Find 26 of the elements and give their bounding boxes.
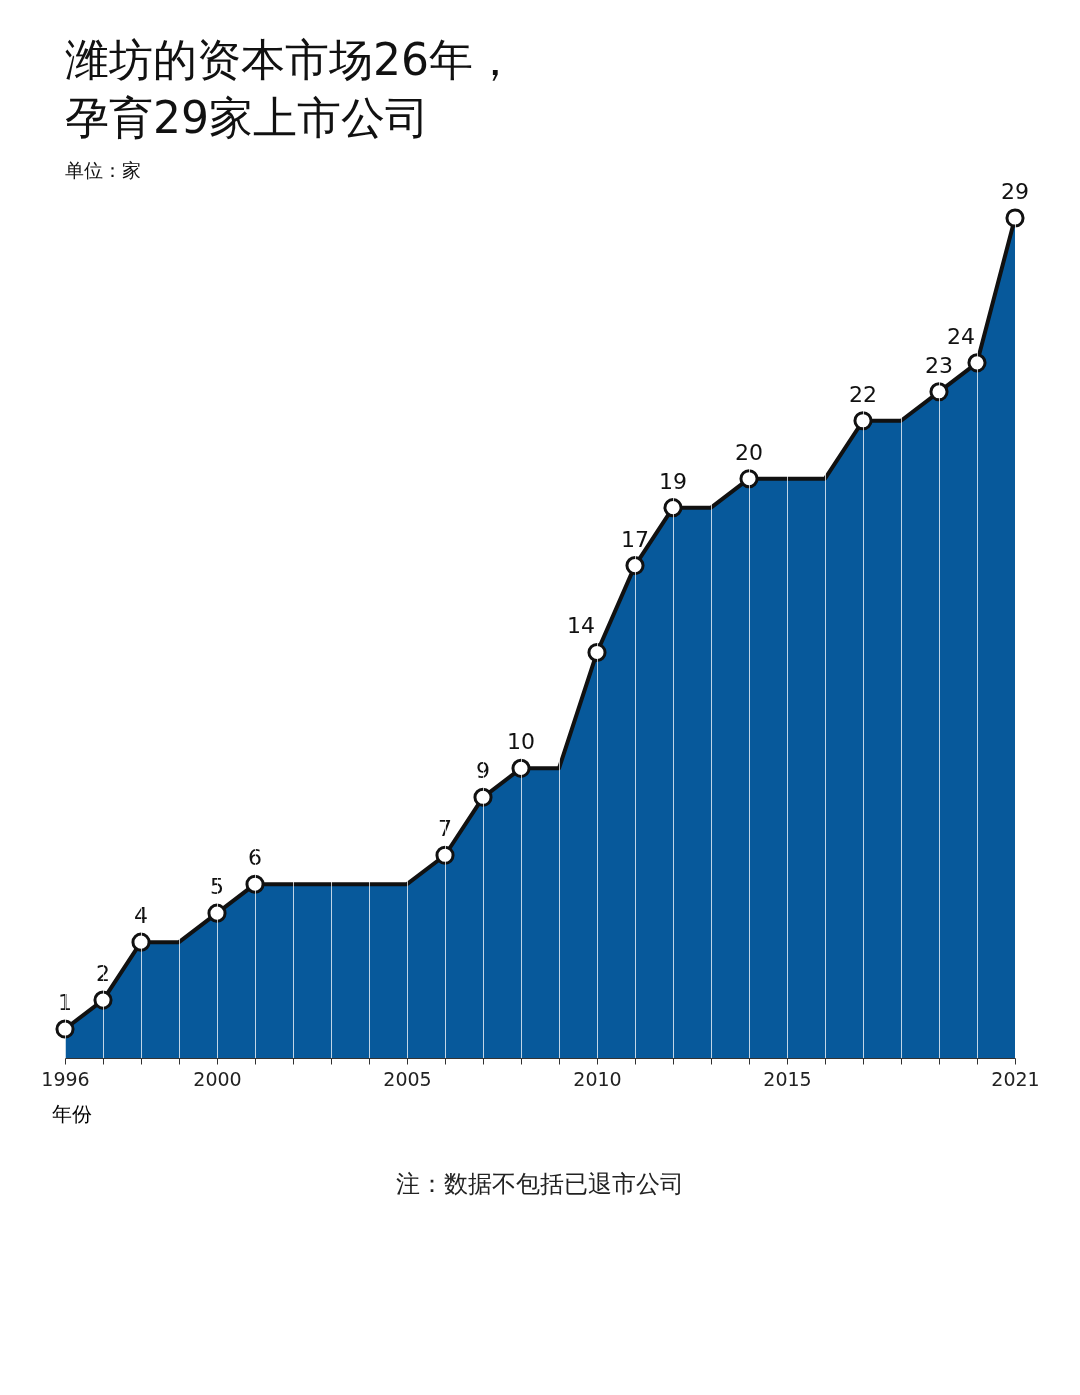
chart-title: 潍坊的资本市场26年，孕育29家上市公司	[65, 34, 517, 143]
data-label: 20	[735, 439, 763, 465]
data-label: 22	[849, 381, 877, 407]
data-label: 4	[134, 903, 148, 929]
x-tick-label: 1996	[41, 1067, 90, 1090]
data-label: 5	[210, 874, 224, 900]
data-label: 7	[438, 816, 452, 842]
x-tick-label: 2000	[193, 1067, 242, 1090]
x-tick-label: 2010	[573, 1067, 622, 1090]
x-tick-label: 2015	[763, 1067, 812, 1090]
x-tick-label: 2005	[383, 1067, 432, 1090]
data-label: 9	[476, 758, 490, 784]
data-label: 1	[58, 990, 72, 1016]
text: 注：数据不包括已退市公司	[395, 1169, 685, 1200]
data-label: 24	[947, 323, 975, 349]
data-label: 29	[1001, 179, 1029, 204]
data-label: 10	[507, 729, 535, 755]
chart-subtitle: 单位：家	[65, 159, 141, 181]
x-tick-label: 2021	[991, 1067, 1040, 1090]
data-label: 6	[248, 845, 262, 871]
data-label: 14	[567, 613, 595, 639]
x-axis-title: 年份	[51, 1101, 92, 1126]
data-label: 2	[96, 961, 110, 987]
data-label: 23	[925, 352, 953, 378]
data-label: 19	[659, 468, 687, 494]
data-label: 17	[621, 526, 649, 552]
